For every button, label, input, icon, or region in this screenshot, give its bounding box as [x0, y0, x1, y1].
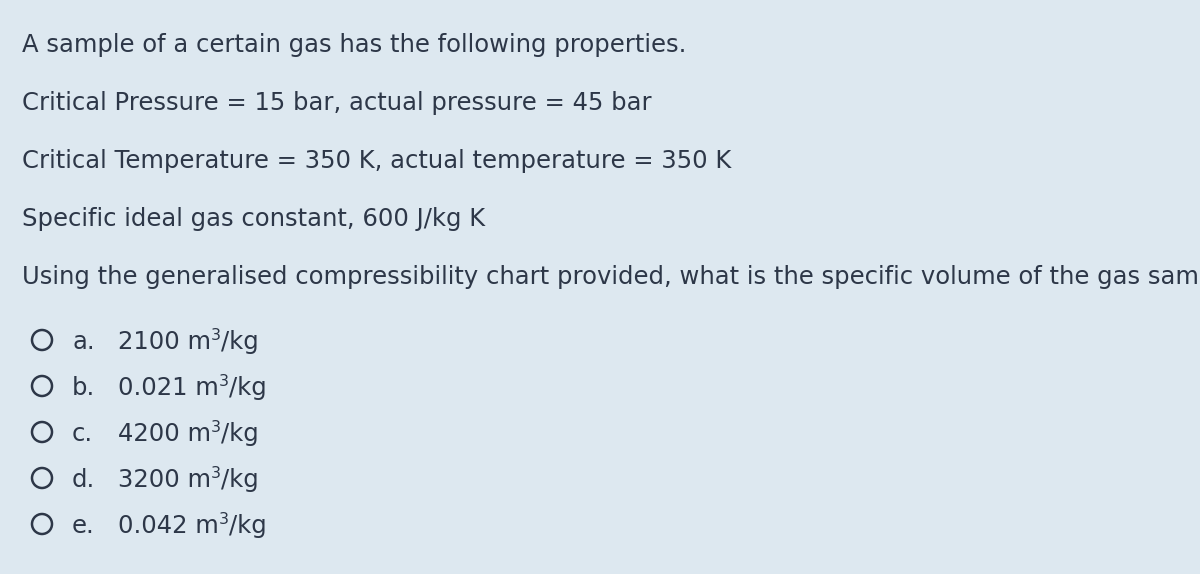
Text: Critical Pressure = 15 bar, actual pressure = 45 bar: Critical Pressure = 15 bar, actual press…	[22, 91, 652, 115]
Text: /kg: /kg	[229, 376, 266, 400]
Text: /kg: /kg	[221, 468, 259, 492]
Text: /kg: /kg	[229, 514, 266, 538]
Text: Critical Temperature = 350 K, actual temperature = 350 K: Critical Temperature = 350 K, actual tem…	[22, 149, 731, 173]
Text: /kg: /kg	[221, 422, 259, 446]
Text: a.: a.	[72, 330, 95, 354]
Text: Using the generalised compressibility chart provided, what is the specific volum: Using the generalised compressibility ch…	[22, 265, 1200, 289]
Text: 3: 3	[218, 512, 229, 527]
Text: 0.021 m: 0.021 m	[118, 376, 218, 400]
Text: 3200 m: 3200 m	[118, 468, 211, 492]
Text: 4200 m: 4200 m	[118, 422, 211, 446]
Text: 3: 3	[211, 328, 221, 343]
Text: 3: 3	[211, 420, 221, 435]
Text: b.: b.	[72, 376, 95, 400]
Text: e.: e.	[72, 514, 95, 538]
Text: 3: 3	[211, 466, 221, 481]
Text: Specific ideal gas constant, 600 J/kg K: Specific ideal gas constant, 600 J/kg K	[22, 207, 485, 231]
Text: 3: 3	[218, 374, 229, 389]
Text: 2100 m: 2100 m	[118, 330, 211, 354]
Text: A sample of a certain gas has the following properties.: A sample of a certain gas has the follow…	[22, 33, 686, 57]
Text: c.: c.	[72, 422, 94, 446]
Text: d.: d.	[72, 468, 95, 492]
Text: 0.042 m: 0.042 m	[118, 514, 218, 538]
Text: /kg: /kg	[221, 330, 259, 354]
